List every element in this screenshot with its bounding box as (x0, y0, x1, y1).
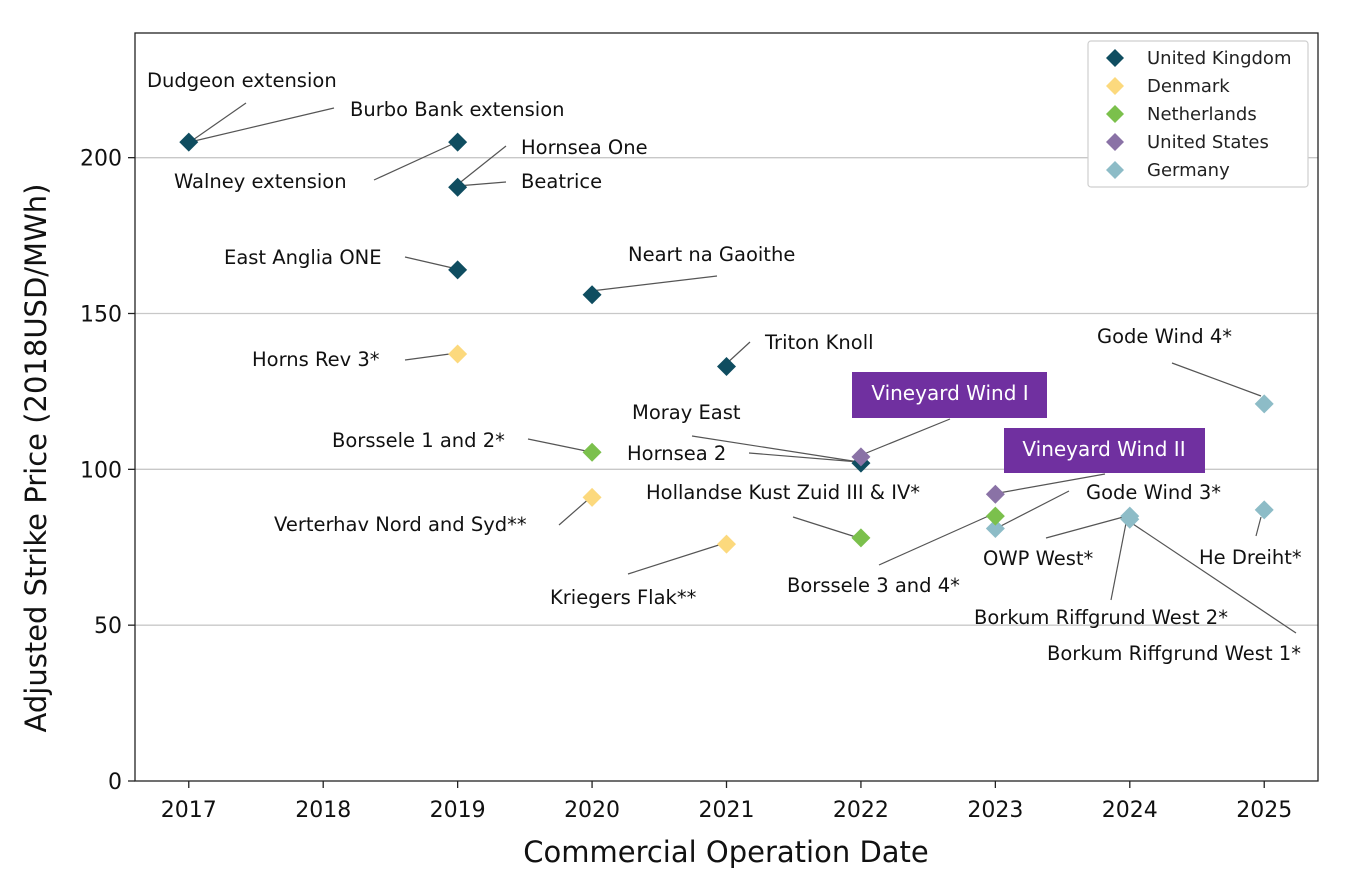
legend-marker-united-kingdom (1106, 49, 1124, 67)
point-borkum-riffgrund-west-2 (1120, 509, 1140, 529)
x-tick-label: 2019 (430, 798, 486, 823)
label-kriegers-flak: Kriegers Flak** (550, 586, 697, 609)
axes: 2017 2018 2019 2020 2021 2022 2023 2024 2025 0 50 1… (80, 32, 1319, 823)
callout-label-vineyard-wind-ii: Vineyard Wind II (1022, 437, 1185, 461)
leader-line (1110, 517, 1128, 601)
point-dudgeon-extension (179, 132, 199, 152)
leader-line (627, 542, 726, 575)
point-borssele-3-and-4 (985, 506, 1005, 526)
legend-marker-germany (1106, 161, 1124, 179)
label-burbo-bank-extension: Burbo Bank extension (350, 98, 565, 121)
leader-line (1171, 362, 1262, 397)
x-tick-label: 2024 (1102, 798, 1158, 823)
label-borkum-riffgrund-west-1: Borkum Riffgrund West 1* (1047, 642, 1301, 665)
leader-line (558, 496, 592, 526)
label-owp-west: OWP West* (983, 547, 1094, 570)
label-east-anglia-one: East Anglia ONE (224, 246, 382, 269)
x-tick-label: 2025 (1236, 798, 1292, 823)
point-hornsea-one (448, 177, 468, 197)
label-gode-wind-3: Gode Wind 3* (1086, 481, 1221, 504)
leader-line (1255, 516, 1262, 537)
callout-box-vineyard-wind-ii (1004, 428, 1205, 473)
label-hornsea-one: Hornsea One (521, 136, 648, 159)
legend-label-united-kingdom: United Kingdom (1147, 48, 1291, 69)
x-tick-label: 2023 (967, 798, 1023, 823)
point-horns-rev-3 (448, 344, 468, 364)
y-tick-label: 100 (80, 458, 122, 483)
leader-line (992, 490, 1070, 531)
leader-line (373, 141, 458, 181)
point-neart-na-gaoithe (582, 285, 602, 305)
leader-line (590, 275, 718, 292)
point-triton-knoll (717, 356, 736, 376)
label-moray-east: Moray East (632, 401, 741, 424)
label-he-dreiht: He Dreiht* (1199, 546, 1302, 569)
leader-line (1045, 515, 1128, 539)
label-verterhav-nord-and-syd: Verterhav Nord and Syd** (274, 513, 527, 536)
label-walney-extension: Walney extension (174, 170, 347, 193)
y-tick-label: 150 (80, 303, 122, 328)
callout-box-vineyard-wind-i (852, 372, 1047, 418)
legend-label-netherlands: Netherlands (1147, 104, 1257, 125)
point-he-dreiht (1254, 500, 1274, 520)
x-tick-label: 2017 (161, 798, 217, 823)
legend-box (1087, 40, 1309, 188)
leader-line (404, 256, 458, 270)
leader-line (792, 516, 860, 539)
x-axis-title: Commercial Operation Date (523, 835, 929, 869)
y-tick-label: 200 (80, 147, 122, 172)
label-borkum-riffgrund-west-2: Borkum Riffgrund West 2* (974, 606, 1228, 629)
y-tick-label: 50 (94, 614, 122, 639)
leader-line (456, 145, 507, 186)
label-hollandse-kust-zuid-iii-iv: Hollandse Kust Zuid III & IV* (646, 481, 920, 504)
label-neart-na-gaoithe: Neart na Gaoithe (628, 243, 795, 266)
legend-marker-netherlands (1106, 105, 1124, 123)
legend-label-united-states: United States (1147, 132, 1269, 153)
label-gode-wind-4: Gode Wind 4* (1097, 325, 1232, 348)
leader-line (748, 452, 860, 463)
label-dudgeon-extension: Dudgeon extension (147, 69, 337, 92)
label-beatrice: Beatrice (521, 170, 602, 193)
leader-line (992, 473, 1106, 495)
point-walney-extension (448, 132, 468, 152)
point-verterhav-nord-and-syd (582, 487, 602, 507)
leader-line (691, 435, 860, 463)
x-tick-label: 2018 (295, 798, 351, 823)
gridlines (135, 157, 1318, 626)
point-borssele-1-and-2 (582, 442, 602, 462)
data-points (179, 132, 1274, 554)
x-tick-label: 2021 (699, 798, 755, 823)
leader-line (878, 513, 994, 566)
legend-marker-denmark (1106, 77, 1124, 95)
leader-lines (189, 102, 1297, 634)
leader-line (527, 438, 592, 453)
leader-line (1126, 519, 1297, 634)
label-borssele-3-and-4: Borssele 3 and 4* (787, 574, 960, 597)
point-vineyard-wind-ii (985, 484, 1005, 504)
point-labels: Dudgeon extension Burbo Bank extension Wal… (147, 69, 1302, 665)
y-tick-label: 0 (108, 770, 122, 795)
leader-line (858, 418, 951, 457)
point-kriegers-flak (717, 534, 736, 554)
point-east-anglia-one (448, 260, 468, 280)
x-tick-label: 2020 (564, 798, 620, 823)
leader-line (189, 107, 335, 143)
legend-label-germany: Germany (1147, 160, 1230, 181)
label-horns-rev-3: Horns Rev 3* (252, 348, 380, 371)
y-axis-title: Adjusted Strike Price (2018USD/MWh) (19, 184, 53, 733)
x-tick-label: 2022 (833, 798, 889, 823)
legend: United Kingdom Denmark Netherlands United S… (1087, 40, 1309, 188)
label-hornsea-2: Hornsea 2 (627, 442, 726, 465)
label-borssele-1-and-2: Borssele 1 and 2* (332, 429, 505, 452)
point-gode-wind-3 (985, 519, 1005, 539)
point-hollandse-kust-zuid-iii-iv (851, 528, 871, 548)
label-triton-knoll: Triton Knoll (764, 331, 874, 354)
point-vineyard-wind-i (851, 447, 871, 467)
leader-line (189, 102, 247, 143)
callout-label-vineyard-wind-i: Vineyard Wind I (871, 381, 1028, 405)
legend-label-denmark: Denmark (1147, 76, 1230, 97)
point-gode-wind-4 (1254, 394, 1274, 414)
legend-marker-united-states (1106, 133, 1124, 151)
